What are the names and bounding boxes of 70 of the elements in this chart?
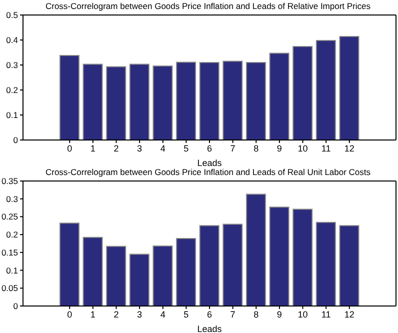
- x-tick-label: 4: [160, 143, 166, 154]
- chart-title: Cross-Correlogram between Goods Price Inflation and Leads of Real Unit Labor Costs: [44, 166, 372, 178]
- x-tick-label: 7: [230, 309, 236, 320]
- bar: [339, 36, 360, 140]
- bar: [152, 66, 173, 140]
- bar: [269, 52, 290, 140]
- y-tick-label: 0.25: [1, 212, 18, 222]
- bar: [339, 225, 360, 306]
- bar: [82, 64, 103, 140]
- bar: [129, 64, 150, 140]
- x-tick-label: 2: [114, 309, 119, 320]
- bar: [222, 224, 243, 306]
- bar: [292, 46, 313, 140]
- bar: [106, 246, 126, 306]
- x-tick-label: 0: [67, 309, 72, 320]
- y-tick-label: 0.2: [6, 85, 18, 96]
- bar: [152, 246, 173, 306]
- x-tick-label: 9: [276, 143, 282, 154]
- x-tick-label: 1: [90, 143, 96, 154]
- chart-title: Cross-Correlogram between Goods Price Inflation and Leads of Relative Import Prices: [44, 0, 372, 12]
- x-tick-label: 6: [206, 309, 212, 320]
- x-tick-label: 7: [230, 143, 236, 154]
- y-tick-label: 0.2: [6, 230, 18, 240]
- x-tick-label: 11: [321, 309, 331, 320]
- x-tick-label: 8: [254, 143, 259, 154]
- x-tick-label: 10: [298, 143, 308, 154]
- bar: [292, 208, 313, 306]
- y-tick-label: 0.1: [6, 265, 18, 276]
- bar: [246, 194, 266, 306]
- bar: [129, 254, 150, 306]
- x-tick-label: 2: [114, 143, 119, 154]
- x-tick-label: 10: [298, 309, 308, 320]
- bar: [222, 60, 243, 140]
- bar: [199, 62, 220, 140]
- y-tick-label: 0: [13, 135, 18, 146]
- x-tick-label: 5: [184, 309, 189, 320]
- bar: [176, 238, 196, 306]
- x-axis-title: Leads: [197, 158, 222, 168]
- x-tick-label: 1: [90, 309, 96, 320]
- y-tick-label: 0.4: [6, 35, 18, 46]
- x-tick-label: 3: [137, 143, 142, 154]
- y-tick-label: 0.1: [6, 110, 18, 120]
- x-tick-label: 5: [184, 143, 189, 154]
- x-tick-label: 3: [137, 309, 142, 320]
- y-tick-label: 0.3: [6, 194, 18, 204]
- x-axis-title: Leads: [197, 324, 222, 333]
- x-tick-label: 12: [344, 309, 354, 320]
- bar: [316, 40, 336, 140]
- x-tick-label: 0: [67, 143, 72, 154]
- bar: [176, 62, 196, 140]
- x-tick-label: 8: [254, 309, 259, 320]
- bar: [316, 222, 336, 306]
- bar: [82, 236, 103, 306]
- y-tick-label: 0.05: [1, 283, 18, 294]
- y-tick-label: 0.15: [1, 247, 18, 258]
- x-tick-label: 9: [276, 309, 282, 320]
- x-tick-label: 4: [160, 309, 166, 320]
- x-tick-label: 6: [206, 143, 212, 154]
- y-tick-label: 0.5: [6, 10, 18, 20]
- y-tick-label: 0: [13, 301, 18, 312]
- bar: [106, 66, 126, 140]
- x-tick-label: 11: [321, 143, 331, 154]
- bar: [246, 62, 266, 140]
- bar: [59, 222, 80, 306]
- x-tick-label: 12: [344, 143, 354, 154]
- bar: [199, 225, 220, 306]
- y-tick-label: 0.35: [1, 176, 18, 186]
- bar: [59, 55, 80, 140]
- y-tick-label: 0.3: [6, 60, 18, 70]
- bar: [269, 206, 290, 306]
